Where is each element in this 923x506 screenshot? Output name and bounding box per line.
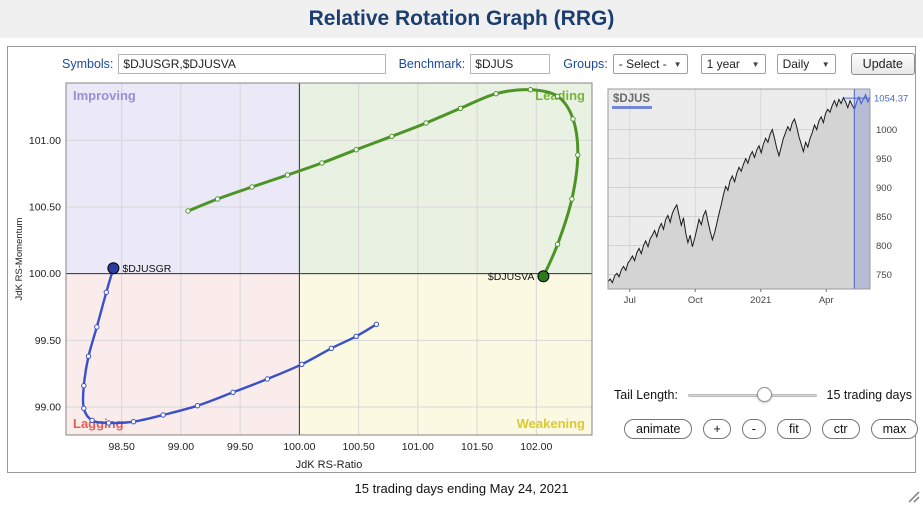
- tail-length-value: 15 trading days: [826, 388, 912, 402]
- svg-text:900: 900: [876, 183, 892, 194]
- chevron-down-icon: ▼: [751, 59, 760, 69]
- quadrant-weakening: [299, 273, 592, 435]
- groups-select[interactable]: - Select - ▼: [612, 54, 688, 74]
- center-button[interactable]: ctr: [821, 419, 860, 439]
- svg-text:101.50: 101.50: [461, 441, 493, 453]
- marker-djusgr[interactable]: [107, 262, 120, 275]
- price-plot-border: [607, 88, 871, 290]
- period-select[interactable]: 1 year ▼: [700, 54, 766, 74]
- svg-text:Jul: Jul: [624, 295, 636, 306]
- svg-text:101.00: 101.00: [29, 135, 61, 147]
- svg-text:102.00: 102.00: [520, 441, 552, 453]
- symbol-label: $DJUSGR: [122, 263, 171, 275]
- rrg-xaxis-title: JdK RS-Ratio: [296, 459, 363, 471]
- quadrants: [66, 83, 592, 435]
- toolbar: Symbols: Benchmark: Groups: - Select - ▼…: [8, 47, 915, 75]
- tail-length-row: Tail Length: 15 trading days: [614, 387, 912, 403]
- marker-djusva[interactable]: [537, 270, 550, 283]
- page-header: Relative Rotation Graph (RRG): [0, 0, 923, 38]
- svg-text:100.50: 100.50: [29, 202, 61, 214]
- svg-text:800: 800: [876, 241, 892, 252]
- symbols-input[interactable]: [118, 54, 386, 74]
- period-select-value: 1 year: [706, 57, 740, 71]
- price-chart-symbol: $DJUS: [613, 93, 650, 105]
- zoom-out-button[interactable]: -: [741, 419, 766, 439]
- svg-text:100.50: 100.50: [343, 441, 375, 453]
- benchmark-input[interactable]: [470, 54, 551, 74]
- svg-text:100.00: 100.00: [29, 268, 61, 280]
- quadrant-leading: [299, 83, 592, 274]
- svg-text:101.00: 101.00: [402, 441, 434, 453]
- footer-status-text: 15 trading days ending May 24, 2021: [354, 481, 569, 496]
- tail-length-label: Tail Length:: [614, 388, 678, 402]
- frequency-select-value: Daily: [782, 57, 810, 71]
- benchmark-label: Benchmark:: [398, 57, 466, 71]
- svg-text:99.00: 99.00: [35, 402, 61, 414]
- page-title: Relative Rotation Graph (RRG): [308, 7, 615, 30]
- svg-text:100.00: 100.00: [283, 441, 315, 453]
- svg-text:99.00: 99.00: [168, 441, 194, 453]
- quadrant-label-improving: Improving: [73, 88, 136, 103]
- update-button[interactable]: Update: [850, 53, 915, 75]
- svg-text:850: 850: [876, 212, 892, 223]
- symbols-label: Symbols:: [62, 57, 114, 71]
- rrg-chart-area: Improving Leading Lagging Weakening 98.50 99.…: [12, 79, 602, 476]
- axis-tick-labels: 98.50 99.00 99.50 100.00 100.50 101.00 101.50 1…: [29, 135, 553, 453]
- chevron-down-icon: ▼: [821, 59, 830, 69]
- svg-text:Oct: Oct: [688, 295, 703, 306]
- svg-text:2021: 2021: [750, 295, 771, 306]
- zoom-in-button[interactable]: +: [703, 419, 731, 439]
- chevron-down-icon: ▼: [673, 59, 682, 69]
- trail-djusgr: $DJUSGR: [81, 262, 380, 426]
- svg-text:750: 750: [876, 270, 892, 281]
- groups-select-value: - Select -: [618, 57, 667, 71]
- fit-button[interactable]: fit: [776, 419, 811, 439]
- price-chart[interactable]: 1054.37 750 800 850 900 950 1000 Jul Oct 2021 Apr $…: [606, 81, 914, 307]
- price-line-tail: [853, 93, 871, 110]
- price-area-fill: [608, 94, 870, 289]
- quadrant-label-weakening: Weakening: [517, 416, 585, 431]
- animate-button[interactable]: animate: [624, 419, 693, 439]
- last-price-label: 1054.37: [874, 94, 908, 105]
- tail-window-band[interactable]: [854, 89, 870, 289]
- frequency-select[interactable]: Daily ▼: [776, 54, 836, 74]
- rrg-yaxis-title: JdK RS-Momentum: [14, 217, 25, 300]
- resize-handle[interactable]: [906, 489, 920, 503]
- slider-track: [687, 394, 817, 397]
- quadrant-label-lagging: Lagging: [73, 416, 124, 431]
- trail-djusva: $DJUSVA: [185, 87, 581, 283]
- svg-text:Apr: Apr: [819, 295, 834, 306]
- tail-length-slider[interactable]: [687, 387, 817, 403]
- price-line: [607, 96, 855, 284]
- right-column: 1054.37 750 800 850 900 950 1000 Jul Oct 2021 Apr $…: [606, 81, 919, 439]
- groups-label: Groups:: [563, 57, 608, 71]
- price-chart-symbol-underline: [612, 106, 652, 109]
- svg-text:950: 950: [876, 154, 892, 165]
- symbol-label: $DJUSVA: [488, 271, 535, 283]
- price-axis-labels: 750 800 850 900 950 1000 Jul Oct 2021 Apr: [624, 125, 897, 306]
- max-button[interactable]: max: [870, 419, 919, 439]
- quadrant-improving: [66, 83, 300, 274]
- svg-text:99.50: 99.50: [35, 335, 61, 347]
- svg-text:1000: 1000: [876, 125, 897, 136]
- tail-slider-thumb[interactable]: [757, 387, 773, 402]
- rrg-plot-border: [65, 82, 593, 436]
- rrg-panel: Symbols: Benchmark: Groups: - Select - ▼…: [7, 46, 919, 476]
- action-button-row: animate + - fit ctr max: [624, 419, 919, 439]
- svg-text:98.50: 98.50: [109, 441, 135, 453]
- svg-text:99.50: 99.50: [227, 441, 253, 453]
